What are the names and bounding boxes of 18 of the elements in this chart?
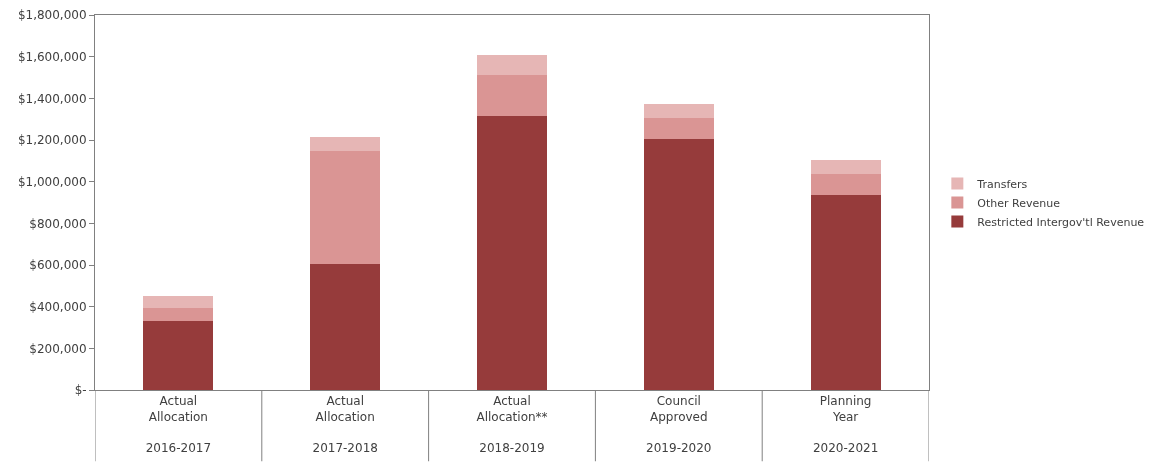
category-label: Actual Allocation 2017-2018 [312, 394, 378, 456]
legend-label: Other Revenue [977, 196, 1061, 210]
category-label: Council Approved 2019-2020 [646, 394, 712, 456]
category-label: Actual Allocation 2016-2017 [145, 394, 212, 456]
category-label: Actual Allocation** 2018-2019 [476, 394, 548, 456]
y-tick-label: $- [74, 383, 87, 398]
y-tick-label: $1,000,000 [17, 174, 87, 189]
y-tick-label: $1,400,000 [17, 91, 87, 106]
legend-label: Restricted Intergov'tl Revenue [977, 215, 1145, 229]
legend-label: Transfers [976, 177, 1028, 191]
y-tick-label: $400,000 [29, 299, 87, 314]
y-tick-label: $200,000 [29, 341, 87, 356]
y-tick-label: $600,000 [29, 258, 87, 273]
y-tick-label: $1,200,000 [17, 133, 87, 148]
y-tick-label: $1,600,000 [17, 49, 87, 64]
y-tick-label: $1,800,000 [17, 8, 87, 23]
category-label: Planning Year 2020-2021 [812, 394, 879, 456]
y-tick-label: $800,000 [29, 216, 87, 231]
